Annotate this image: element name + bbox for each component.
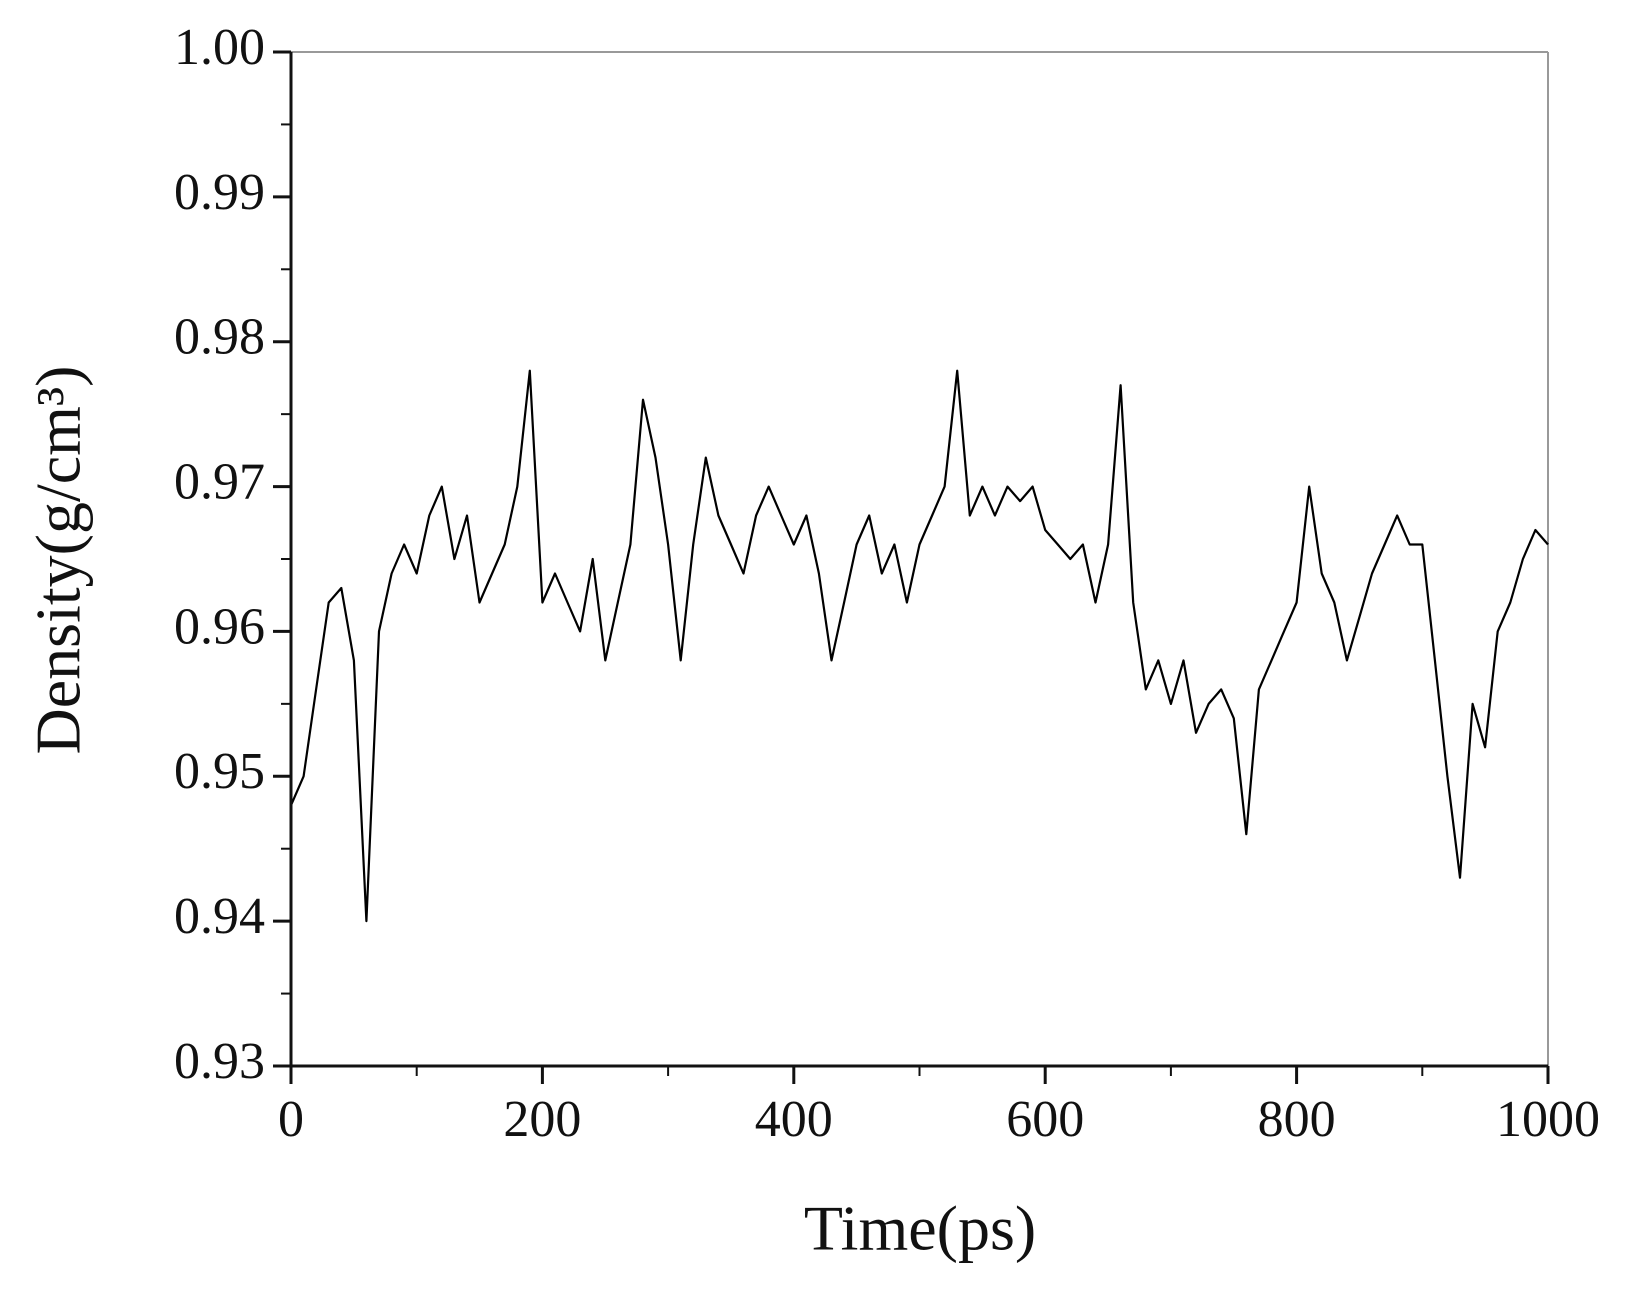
x-tick-label: 0 — [278, 1091, 304, 1148]
data-line — [289, 369, 1549, 923]
y-tick-label: 0.97 — [174, 454, 265, 511]
y-tick-label: 0.95 — [174, 743, 265, 800]
y-tick-label: 0.98 — [174, 309, 265, 366]
y-tick-label: 0.93 — [174, 1033, 265, 1090]
x-tick-label: 200 — [503, 1091, 581, 1148]
x-tick-label: 800 — [1258, 1091, 1336, 1148]
y-tick-label: 0.94 — [174, 888, 265, 945]
x-tick-label: 600 — [1006, 1091, 1084, 1148]
y-tick-label: 0.96 — [174, 598, 265, 655]
x-tick-label: 400 — [755, 1091, 833, 1148]
y-tick-label: 0.99 — [174, 164, 265, 221]
y-axis-label: Density(g/cm³) — [23, 366, 94, 755]
x-tick-label: 1000 — [1496, 1091, 1600, 1148]
y-tick-label: 1.00 — [174, 19, 265, 76]
x-axis-label: Time(ps) — [804, 1193, 1036, 1264]
